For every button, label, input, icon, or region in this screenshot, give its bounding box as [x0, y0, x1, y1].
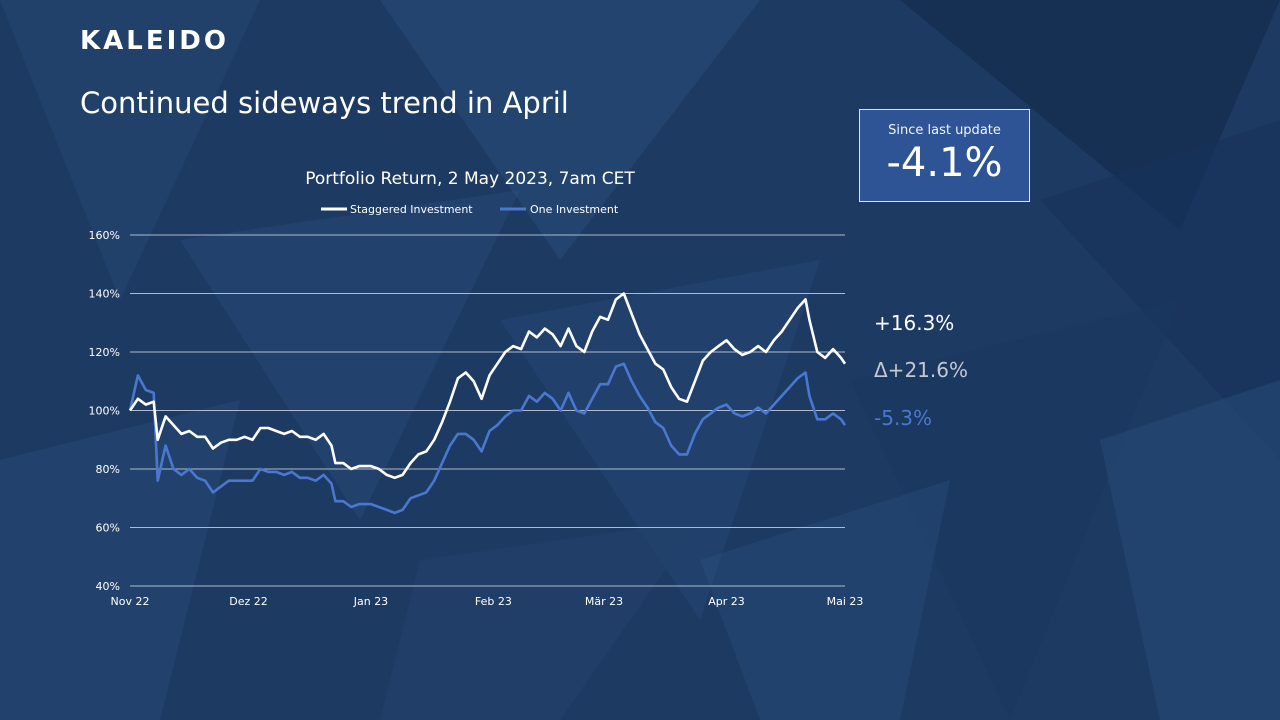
legend-label-one: One Investment: [530, 203, 619, 216]
kpi-label: Since last update: [888, 123, 1001, 138]
kpi-card: Since last update -4.1%: [859, 109, 1030, 202]
y-tick-label: 100%: [89, 405, 120, 418]
one-return-value: -5.3%: [874, 406, 933, 430]
x-tick-label: Feb 23: [475, 595, 512, 608]
page-title: Continued sideways trend in April: [80, 86, 569, 120]
y-tick-label: 40%: [96, 580, 120, 593]
y-tick-label: 160%: [89, 229, 120, 242]
chart-legend: Staggered Investment One Investment: [321, 203, 619, 216]
chart-grid: 40% 60% 80% 100% 120% 140% 160% Nov 22 Dez 22 Jan…: [89, 229, 864, 608]
x-tick-label: Nov 22: [111, 595, 150, 608]
x-tick-label: Dez 22: [229, 595, 268, 608]
x-tick-label: Apr 23: [708, 595, 745, 608]
delta-return-value: Δ+21.6%: [874, 358, 968, 382]
brand-logo: KALEIDO: [80, 26, 229, 56]
y-tick-label: 140%: [89, 288, 120, 301]
series-line-staggered: [128, 292, 847, 480]
staggered-return-value: +16.3%: [874, 311, 955, 335]
x-tick-label: Mai 23: [827, 595, 864, 608]
kpi-value: -4.1%: [886, 140, 1003, 186]
chart-title: Portfolio Return, 2 May 2023, 7am CET: [305, 169, 635, 189]
chart-series: [128, 292, 847, 515]
series-line-one: [128, 362, 847, 515]
x-tick-label: Mär 23: [585, 595, 623, 608]
y-tick-label: 60%: [96, 522, 120, 535]
x-tick-label: Jan 23: [353, 595, 388, 608]
y-tick-label: 120%: [89, 346, 120, 359]
y-tick-label: 80%: [96, 463, 120, 476]
legend-label-staggered: Staggered Investment: [350, 203, 473, 216]
